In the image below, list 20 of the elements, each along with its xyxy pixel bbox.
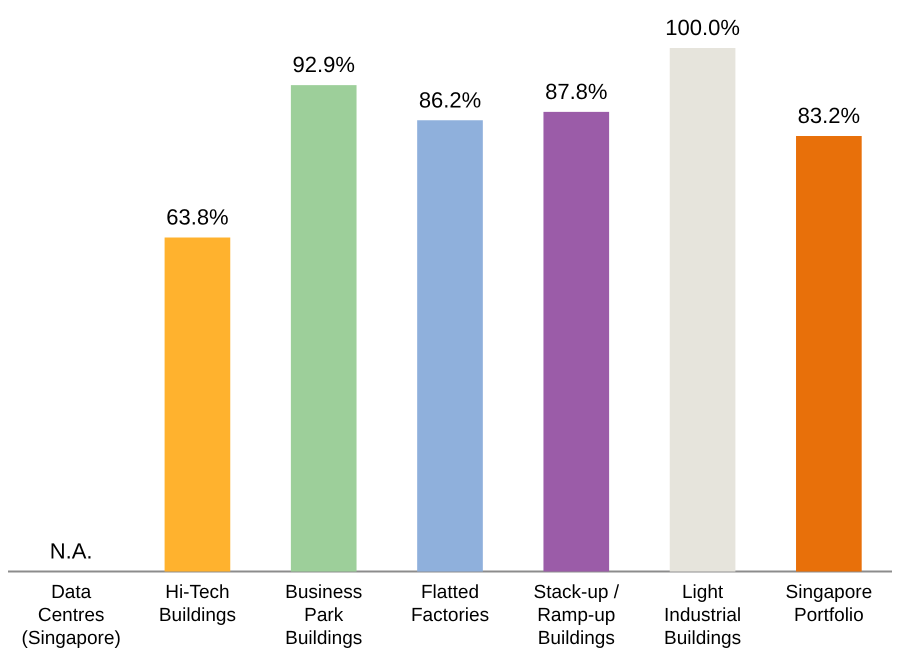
data-label: 83.2% [798,103,860,128]
bar [670,48,736,572]
bar [417,120,483,572]
bar [543,112,610,572]
bar [164,238,230,572]
bar [290,85,357,572]
data-label: 63.8% [166,204,229,230]
x-tick-label: Flatted Factories [410,582,490,626]
data-label: 87.8% [545,78,608,104]
data-label: 86.2% [418,87,482,112]
bar [796,136,862,572]
x-tick-label: Data Centres (Singapore) [22,582,121,649]
data-label: 100.0% [665,15,740,40]
x-tick-label: Singapore Portfolio [786,582,872,626]
data-label: 92.9% [292,52,355,78]
x-tick-label: Light Industrial Buildings [664,582,742,649]
text: N.A. [50,538,93,564]
x-tick-label: Business Park Buildings [285,582,362,649]
x-tick-label: Stack-up / Ramp-up Buildings [534,582,620,649]
x-tick-label: Hi-Tech Buildings [158,582,236,626]
